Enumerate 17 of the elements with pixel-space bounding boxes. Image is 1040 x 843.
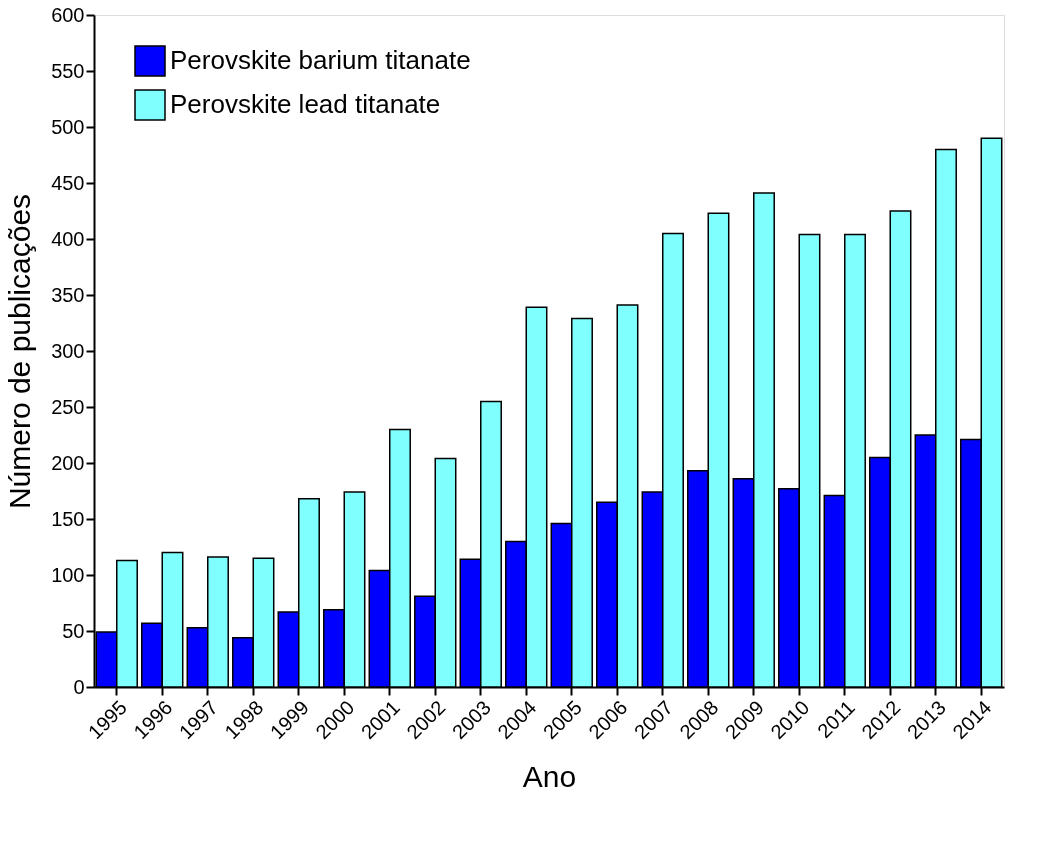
y-tick-label: 350: [51, 283, 85, 306]
y-tick-label: 400: [51, 227, 85, 250]
y-tick-label: 300: [51, 339, 85, 362]
y-tick-label: 100: [51, 563, 85, 586]
y-tick-label: 0: [73, 675, 85, 698]
y-tick-label: 600: [51, 3, 85, 26]
y-tick-label: 50: [62, 619, 85, 642]
y-tick-label: 250: [51, 395, 85, 418]
x-axis-title: Ano: [522, 760, 577, 794]
y-tick-label: 150: [51, 507, 85, 530]
y-axis-title: Número de publicações: [3, 193, 37, 510]
y-tick-label: 550: [51, 59, 85, 82]
y-tick-label: 500: [51, 115, 85, 138]
legend-label: Perovskite barium titanate: [170, 45, 471, 75]
y-tick-label: 450: [51, 171, 85, 194]
y-tick-label: 200: [51, 451, 85, 474]
legend-label: Perovskite lead titanate: [170, 89, 441, 119]
